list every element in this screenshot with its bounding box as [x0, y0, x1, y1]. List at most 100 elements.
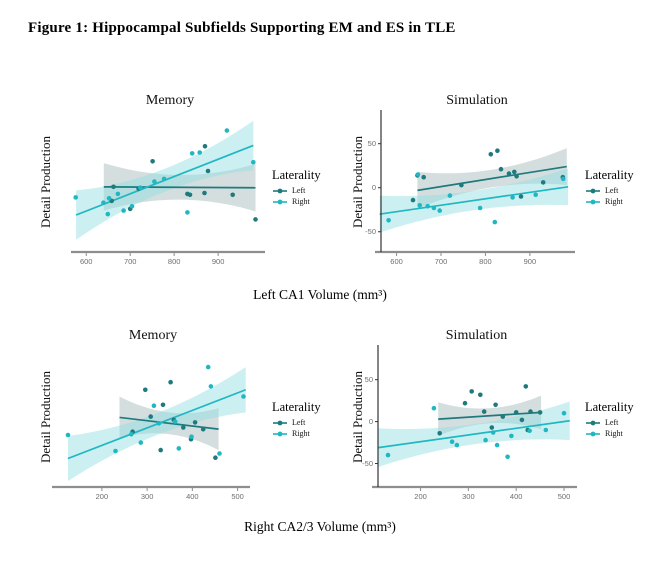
- legend-key-icon: [586, 431, 600, 437]
- legend-item-label: Left: [605, 186, 619, 195]
- data-point-right: [208, 384, 214, 389]
- data-point-right: [101, 200, 106, 205]
- data-point-right: [454, 442, 460, 448]
- x-tick-label: 800: [479, 257, 492, 266]
- y-tick-label: 0: [369, 417, 373, 426]
- data-point-left: [192, 420, 198, 425]
- legend-key-icon: [273, 431, 287, 437]
- legend-key-icon: [586, 420, 600, 426]
- legend-items: Left Right: [585, 418, 663, 439]
- data-point-right: [138, 185, 143, 190]
- data-point-left: [519, 417, 525, 423]
- data-point-right: [115, 191, 121, 197]
- data-point-right: [509, 433, 514, 439]
- legend-item-right: Right: [272, 197, 352, 207]
- legend-item-left: Left: [585, 186, 663, 196]
- data-point-right: [527, 428, 532, 434]
- data-point-right: [172, 419, 178, 424]
- trend-line-left: [438, 411, 542, 420]
- panel-title: Memory: [146, 93, 194, 108]
- data-point-right: [205, 364, 211, 370]
- legend-item-right: Right: [585, 197, 663, 207]
- data-point-right: [106, 196, 112, 201]
- data-point-left: [506, 171, 512, 176]
- data-point-right: [189, 151, 195, 156]
- y-tick-label: 50: [365, 375, 373, 384]
- data-point-right: [386, 218, 391, 223]
- data-point-left: [498, 166, 504, 172]
- legend-item-label: Left: [292, 418, 306, 427]
- data-point-left: [253, 217, 258, 222]
- data-point-right: [185, 210, 190, 215]
- data-point-right: [217, 451, 222, 456]
- data-point-right: [251, 159, 256, 165]
- data-point-left: [459, 182, 464, 188]
- legend-title: Laterality: [272, 400, 321, 414]
- scatter-plot-svg: 600 700 800 900 50 0 -50 Simulation Detail Produ…: [350, 93, 575, 266]
- legend-item-label: Left: [292, 186, 306, 195]
- legend-item-label: Right: [605, 429, 623, 438]
- data-point-left: [148, 414, 153, 419]
- x-tick-label: 900: [524, 257, 537, 266]
- data-point-right: [449, 439, 455, 444]
- data-point-left: [230, 192, 235, 198]
- y-tick-label: 50: [368, 139, 376, 148]
- panel-title: Memory: [129, 328, 177, 343]
- legend-item-right: Right: [585, 429, 663, 439]
- legend-key-icon: [586, 199, 600, 205]
- x-tick-label: 300: [462, 492, 475, 501]
- data-point-left: [537, 410, 543, 415]
- figure-title: Figure 1: Hippocampal Subfields Supporti…: [28, 20, 456, 36]
- data-point-left: [514, 174, 519, 179]
- data-point-left: [200, 426, 206, 432]
- data-point-right: [431, 405, 437, 411]
- data-point-right: [425, 203, 430, 209]
- data-point-right: [437, 208, 442, 213]
- data-point-right: [543, 427, 549, 433]
- scatter-plot-svg: 200 300 400 500 Memory Detail Production: [38, 328, 250, 501]
- x-tick-label: 500: [231, 492, 244, 501]
- data-point-left: [500, 414, 506, 419]
- data-point-left: [160, 402, 166, 408]
- panel-title: Simulation: [446, 93, 507, 108]
- y-axis-label: Detail Production: [38, 370, 53, 463]
- x-tick-label: 900: [212, 257, 225, 266]
- data-point-left: [478, 392, 483, 398]
- data-point-left: [187, 192, 193, 198]
- y-tick-label: -50: [365, 227, 376, 236]
- data-point-right: [156, 421, 162, 426]
- data-point-right: [73, 195, 78, 200]
- data-point-left: [168, 379, 173, 385]
- trend-line-right: [378, 419, 570, 449]
- data-point-right: [385, 452, 391, 458]
- legend-item-label: Right: [605, 197, 623, 206]
- legend-key-icon: [273, 199, 287, 205]
- legend-key-icon: [586, 188, 600, 194]
- data-point-right: [431, 205, 437, 211]
- legend-key-icon: [273, 188, 287, 194]
- data-point-right: [138, 440, 144, 445]
- legend-item-right: Right: [272, 429, 352, 439]
- data-point-left: [202, 190, 207, 196]
- data-point-right: [65, 432, 71, 438]
- x-tick-label: 200: [414, 492, 427, 501]
- legend-title: Laterality: [585, 168, 634, 182]
- data-point-right: [561, 410, 567, 416]
- data-point-left: [462, 400, 468, 406]
- x-tick-label: 400: [510, 492, 523, 501]
- data-point-left: [523, 384, 529, 389]
- data-point-right: [152, 179, 157, 184]
- legend-key-icon: [273, 420, 287, 426]
- data-point-right: [505, 454, 510, 460]
- data-point-left: [481, 409, 487, 414]
- data-point-left: [181, 425, 186, 430]
- data-point-right: [224, 128, 230, 133]
- x-tick-label: 800: [168, 257, 181, 266]
- data-point-right: [415, 172, 421, 177]
- data-point-right: [477, 205, 483, 211]
- data-point-right: [129, 431, 134, 437]
- y-axis-label: Detail Production: [350, 370, 365, 463]
- data-point-left: [202, 144, 208, 149]
- data-point-right: [560, 176, 566, 182]
